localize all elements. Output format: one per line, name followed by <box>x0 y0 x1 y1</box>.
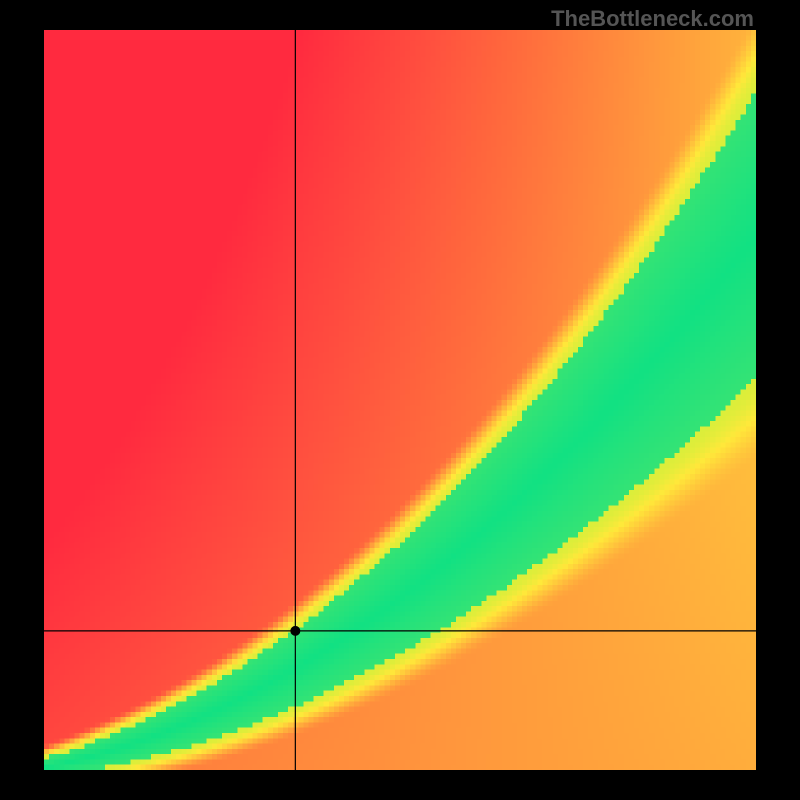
watermark-text: TheBottleneck.com <box>551 6 754 32</box>
chart-container: TheBottleneck.com <box>0 0 800 800</box>
heatmap-canvas <box>44 30 756 770</box>
